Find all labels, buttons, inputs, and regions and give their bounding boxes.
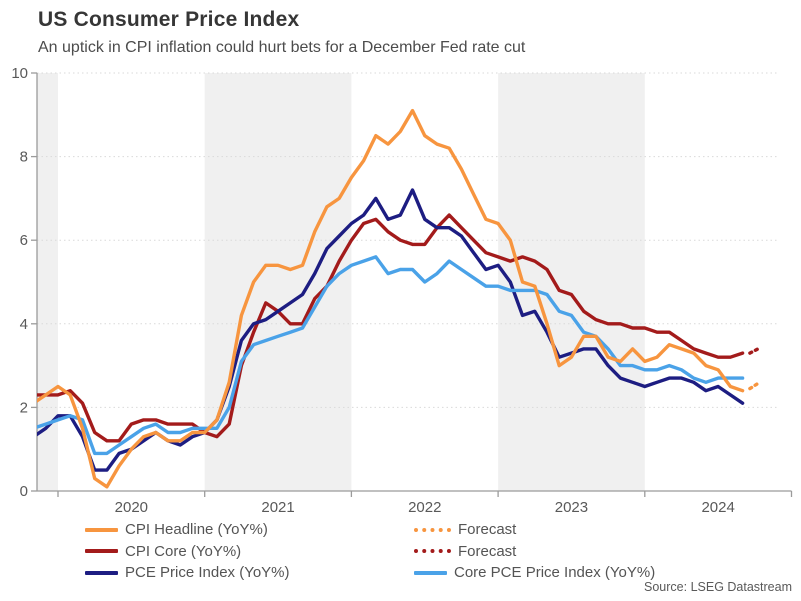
core-pce-swatch [414,570,447,575]
x-year-label: 2020 [115,499,148,516]
pce-swatch [85,570,118,575]
legend-label: Forecast [458,542,517,560]
legend-item-forecast-core: Forecast [414,541,655,563]
band-2019 [37,73,58,491]
chart-subtitle: An uptick in CPI inflation could hurt be… [38,39,526,56]
x-year-label: 2024 [701,499,734,516]
legend-item-pce: PCE Price Index (YoY%) [85,562,290,584]
series-lines [37,108,762,489]
y-tick-label: 10 [11,65,28,82]
axis-labels: 0 2 4 6 8 10 2020 2021 2022 2023 2024 [11,65,735,516]
legend-label: Forecast [458,521,517,539]
line-core-pce-price-index-yoy- [37,255,745,456]
forecast-headline-swatch [414,527,451,532]
band-2023 [498,73,645,491]
chart-title: US Consumer Price Index [38,8,300,31]
y-tick-label: 8 [20,149,28,166]
legend-label: Core PCE Price Index (YoY%) [454,564,656,582]
y-gridlines [37,72,779,408]
x-year-label: 2021 [261,499,294,516]
legend-item-cpi-headline: CPI Headline (YoY%) [85,519,290,541]
y-tick-label: 0 [20,483,28,500]
line-forecast-5 [748,346,762,355]
line-cpi-headline-yoy- [37,108,745,489]
legend-item-core-pce: Core PCE Price Index (YoY%) [414,562,655,584]
y-tick-label: 6 [20,232,28,249]
legend-column-right: Forecast Forecast Core PCE Price Index (… [414,519,655,584]
legend-label: PCE Price Index (YoY%) [125,564,290,582]
cpi-core-swatch [85,549,118,554]
legend-label: CPI Core (YoY%) [125,542,242,560]
legend-label: CPI Headline (YoY%) [125,521,268,539]
line-cpi-core-yoy- [37,213,745,443]
legend-column-left: CPI Headline (YoY%) CPI Core (YoY%) PCE … [85,519,290,584]
y-tick-label: 4 [20,316,28,333]
legend-item-forecast-headline: Forecast [414,519,655,541]
plot-area: 0 2 4 6 8 10 2020 2021 2022 2023 2024 [11,65,793,516]
source-credit: Source: LSEG Datastream [644,580,792,594]
forecast-core-swatch [414,549,451,554]
x-year-label: 2022 [408,499,441,516]
x-year-label: 2023 [555,499,588,516]
line-forecast-4 [748,380,762,391]
axes [31,72,793,497]
cpi-headline-swatch [85,527,118,532]
legend-item-cpi-core: CPI Core (YoY%) [85,541,290,563]
y-tick-label: 2 [20,399,28,416]
